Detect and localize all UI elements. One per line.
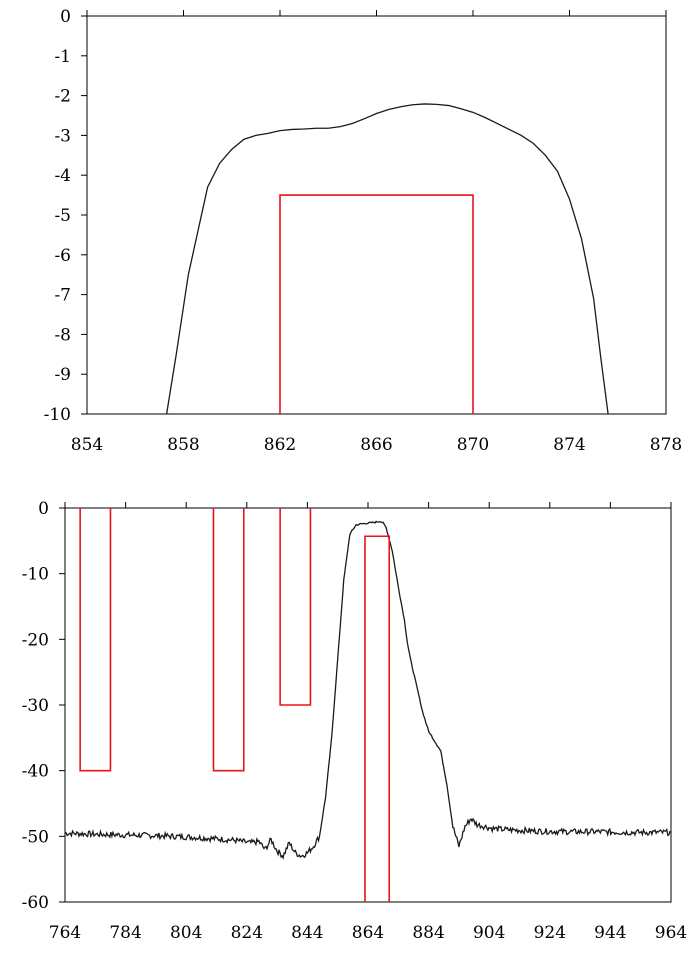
y-tick-label: -30 — [22, 696, 49, 716]
y-tick-label: -20 — [22, 630, 49, 650]
x-tick-label: 878 — [650, 435, 682, 455]
y-tick-label: -3 — [54, 126, 71, 146]
x-tick-label: 844 — [291, 923, 323, 943]
y-tick-label: -4 — [54, 166, 71, 186]
x-tick-label: 924 — [534, 923, 566, 943]
spectrum-line — [165, 103, 609, 415]
x-tick-label: 870 — [457, 435, 489, 455]
x-tick-label: 804 — [170, 923, 202, 943]
mask-line — [212, 508, 245, 772]
y-tick-label: -9 — [54, 365, 71, 385]
y-tick-label: 0 — [38, 499, 49, 519]
x-tick-label: 862 — [264, 435, 296, 455]
x-tick-label: 854 — [71, 435, 103, 455]
x-tick-label: 824 — [231, 923, 263, 943]
x-tick-label: 904 — [473, 923, 505, 943]
x-tick-label: 764 — [49, 923, 81, 943]
x-tick-label: 784 — [109, 923, 141, 943]
y-tick-label: -10 — [44, 405, 71, 425]
mask-line — [79, 508, 112, 772]
y-tick-label: -2 — [54, 87, 71, 107]
y-tick-label: -6 — [54, 246, 71, 266]
mask-line — [279, 194, 474, 414]
plot-area-frame — [86, 15, 667, 415]
y-tick-label: -10 — [22, 565, 49, 585]
x-tick-label: 866 — [360, 435, 392, 455]
y-tick-label: -50 — [22, 827, 49, 847]
bottom-chart-panel: 764 784 804 824 844 864 884 904 924 944 964 0 -10 -20… — [22, 499, 688, 943]
spectrum-line — [64, 520, 672, 860]
x-tick-label: 944 — [594, 923, 626, 943]
x-tick-label: 864 — [352, 923, 384, 943]
y-tick-label: -40 — [22, 762, 49, 782]
mask-line — [279, 508, 312, 706]
x-tick-label: 858 — [167, 435, 199, 455]
y-tick-label: 0 — [60, 7, 71, 27]
x-tick-label: 884 — [412, 923, 444, 943]
top-chart-panel: 854 858 862 866 870 874 878 0 -1 -2 -3 -4 -5 -6 -7 -8 -9… — [44, 7, 683, 455]
mask-line — [364, 535, 391, 902]
y-tick-label: -60 — [22, 893, 49, 913]
plot-area-frame — [64, 507, 672, 903]
x-tick-label: 874 — [553, 435, 585, 455]
y-tick-label: -7 — [54, 286, 71, 306]
x-tick-label: 964 — [655, 923, 687, 943]
y-tick-label: -8 — [54, 325, 71, 345]
y-tick-label: -1 — [54, 47, 71, 67]
y-tick-label: -5 — [54, 206, 71, 226]
